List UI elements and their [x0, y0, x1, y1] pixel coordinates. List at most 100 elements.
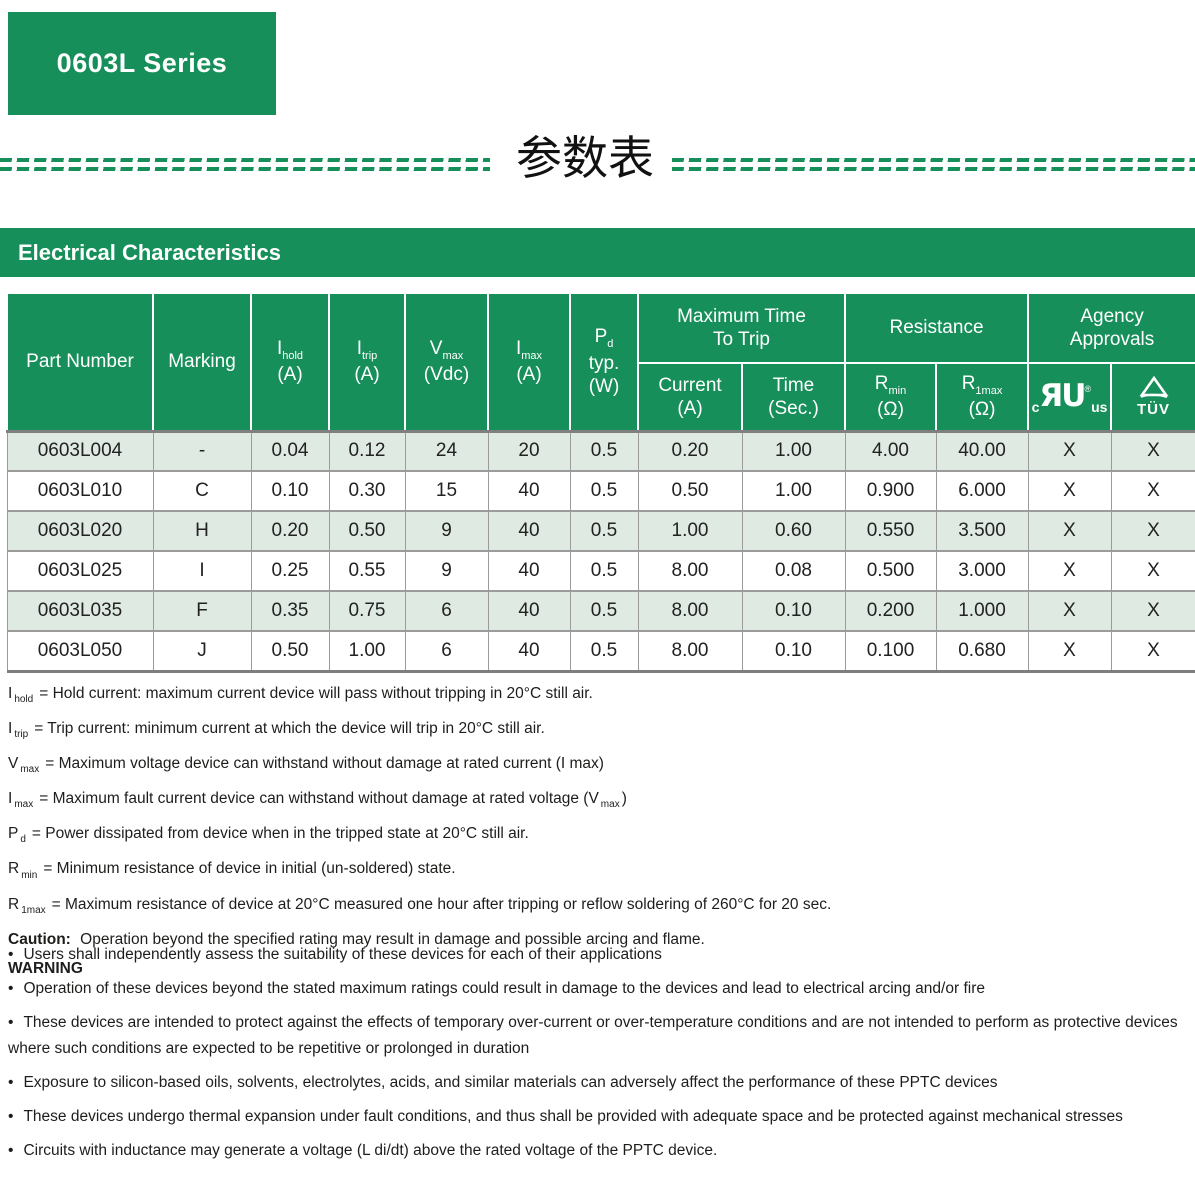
section-title: Electrical Characteristics	[18, 239, 281, 265]
table-cell: I	[152, 550, 252, 592]
table-cell: 40	[487, 470, 571, 512]
table-cell: X	[1027, 590, 1112, 632]
table-cell: 1.00	[637, 510, 743, 552]
table-cell: 40	[487, 550, 571, 592]
divider-right	[672, 158, 1195, 176]
group-header-agency-approvals: Agency Approvals	[1027, 292, 1195, 364]
title-band: 参数表	[0, 130, 1195, 196]
part-number-cell: 0603L035	[6, 590, 154, 632]
table-cell: 1.00	[741, 429, 846, 472]
table-cell: 1.00	[741, 470, 846, 512]
page-title: 参数表	[516, 131, 654, 185]
section-header: Electrical Characteristics	[0, 228, 1195, 277]
table-cell: 0.50	[328, 510, 406, 552]
table-cell: -	[152, 429, 252, 472]
table-row: 0603L004 - 0.04 0.12 24 20 0.5 0.20 1.00…	[6, 429, 1195, 472]
table-cell: X	[1110, 630, 1195, 673]
part-number-cell: 0603L050	[6, 630, 154, 673]
table-cell: H	[152, 510, 252, 552]
table-cell: 9	[404, 510, 489, 552]
table-cell: 0.5	[569, 550, 639, 592]
table-row: 0603L010 C 0.10 0.30 15 40 0.5 0.50 1.00…	[6, 470, 1195, 512]
col-header-ul: cЯU®us	[1027, 362, 1113, 432]
table-cell: 0.20	[250, 510, 330, 552]
table-cell: 0.75	[328, 590, 406, 632]
table-row: 0603L025 I 0.25 0.55 9 40 0.5 8.00 0.08 …	[6, 550, 1195, 592]
table-cell: X	[1027, 429, 1112, 472]
table-row: 0603L035 F 0.35 0.75 6 40 0.5 8.00 0.10 …	[6, 590, 1195, 632]
table-cell: 24	[404, 429, 489, 472]
table-cell: 0.04	[250, 429, 330, 472]
table-cell: 0.25	[250, 550, 330, 592]
table-row: 0603L050 J 0.50 1.00 6 40 0.5 8.00 0.10 …	[6, 630, 1195, 673]
table-cell: 0.30	[328, 470, 406, 512]
table-cell: 40.00	[935, 429, 1029, 472]
table-cell: C	[152, 470, 252, 512]
table-cell: 0.5	[569, 510, 639, 552]
table-cell: 0.20	[637, 429, 743, 472]
footnote: R 1max = Maximum resistance of device at 2…	[8, 895, 832, 916]
table-cell: 0.5	[569, 470, 639, 512]
table-cell: 0.10	[741, 630, 846, 673]
col-header-i-hold: Ihold (A)	[250, 292, 330, 432]
table-cell: 0.100	[844, 630, 937, 673]
divider-left	[0, 158, 490, 176]
table-cell: 40	[487, 630, 571, 673]
table-cell: X	[1110, 590, 1195, 632]
table-cell: 6	[404, 630, 489, 673]
tuv-triangle-icon	[1139, 376, 1169, 399]
table-cell: X	[1027, 550, 1112, 592]
table-cell: 0.5	[569, 630, 639, 673]
table-cell: 1.000	[935, 590, 1029, 632]
table-cell: 0.10	[250, 470, 330, 512]
table-cell: 8.00	[637, 630, 743, 673]
table-cell: 40	[487, 590, 571, 632]
table-cell: 6	[404, 590, 489, 632]
col-header-i-max: Imax (A)	[487, 292, 571, 432]
table-cell: X	[1110, 550, 1195, 592]
table-cell: 15	[404, 470, 489, 512]
table-cell: 0.08	[741, 550, 846, 592]
table-cell: X	[1027, 510, 1112, 552]
warning-bullet: Exposure to silicon-based oils, solvents…	[8, 1070, 1189, 1096]
col-header-part-number: Part Number	[6, 292, 154, 432]
series-badge-label: 0603L Series	[56, 48, 228, 78]
table-cell: 0.60	[741, 510, 846, 552]
table-row: 0603L020 H 0.20 0.50 9 40 0.5 1.00 0.60 …	[6, 510, 1195, 552]
table-cell: 0.5	[569, 429, 639, 472]
table-cell: X	[1110, 510, 1195, 552]
col-header-current: Current (A)	[637, 362, 743, 432]
table-cell: X	[1110, 470, 1195, 512]
col-header-v-max: Vmax (Vdc)	[404, 292, 489, 432]
col-header-pd: Pd typ. (W)	[569, 292, 639, 432]
table-cell: F	[152, 590, 252, 632]
table-cell: 0.10	[741, 590, 846, 632]
table-cell: 3.000	[935, 550, 1029, 592]
warning-bullet: These devices undergo thermal expansion …	[8, 1104, 1189, 1130]
table-cell: X	[1027, 630, 1112, 673]
group-header-max-time-to-trip: Maximum Time To Trip	[636, 292, 847, 364]
table-cell: 20	[487, 429, 571, 472]
col-header-i-trip: Itrip (A)	[328, 292, 406, 432]
part-number-cell: 0603L020	[6, 510, 154, 552]
warning-bullet: These devices are intended to protect ag…	[8, 1010, 1189, 1062]
tuv-icon: TÜV	[1137, 376, 1170, 417]
table-cell: 0.200	[844, 590, 937, 632]
table-cell: X	[1027, 470, 1112, 512]
table-cell: 8.00	[637, 550, 743, 592]
table-cell: 1.00	[328, 630, 406, 673]
warning-bullet: Circuits with inductance may generate a …	[8, 1138, 1189, 1164]
spec-table: Part Number Marking Ihold (A) Itrip (A) …	[6, 292, 1195, 673]
part-number-cell: 0603L004	[6, 429, 154, 472]
group-header-resistance: Resistance	[844, 292, 1030, 364]
table-cell: 3.500	[935, 510, 1029, 552]
table-cell: 6.000	[935, 470, 1029, 512]
table-cell: 0.500	[844, 550, 937, 592]
